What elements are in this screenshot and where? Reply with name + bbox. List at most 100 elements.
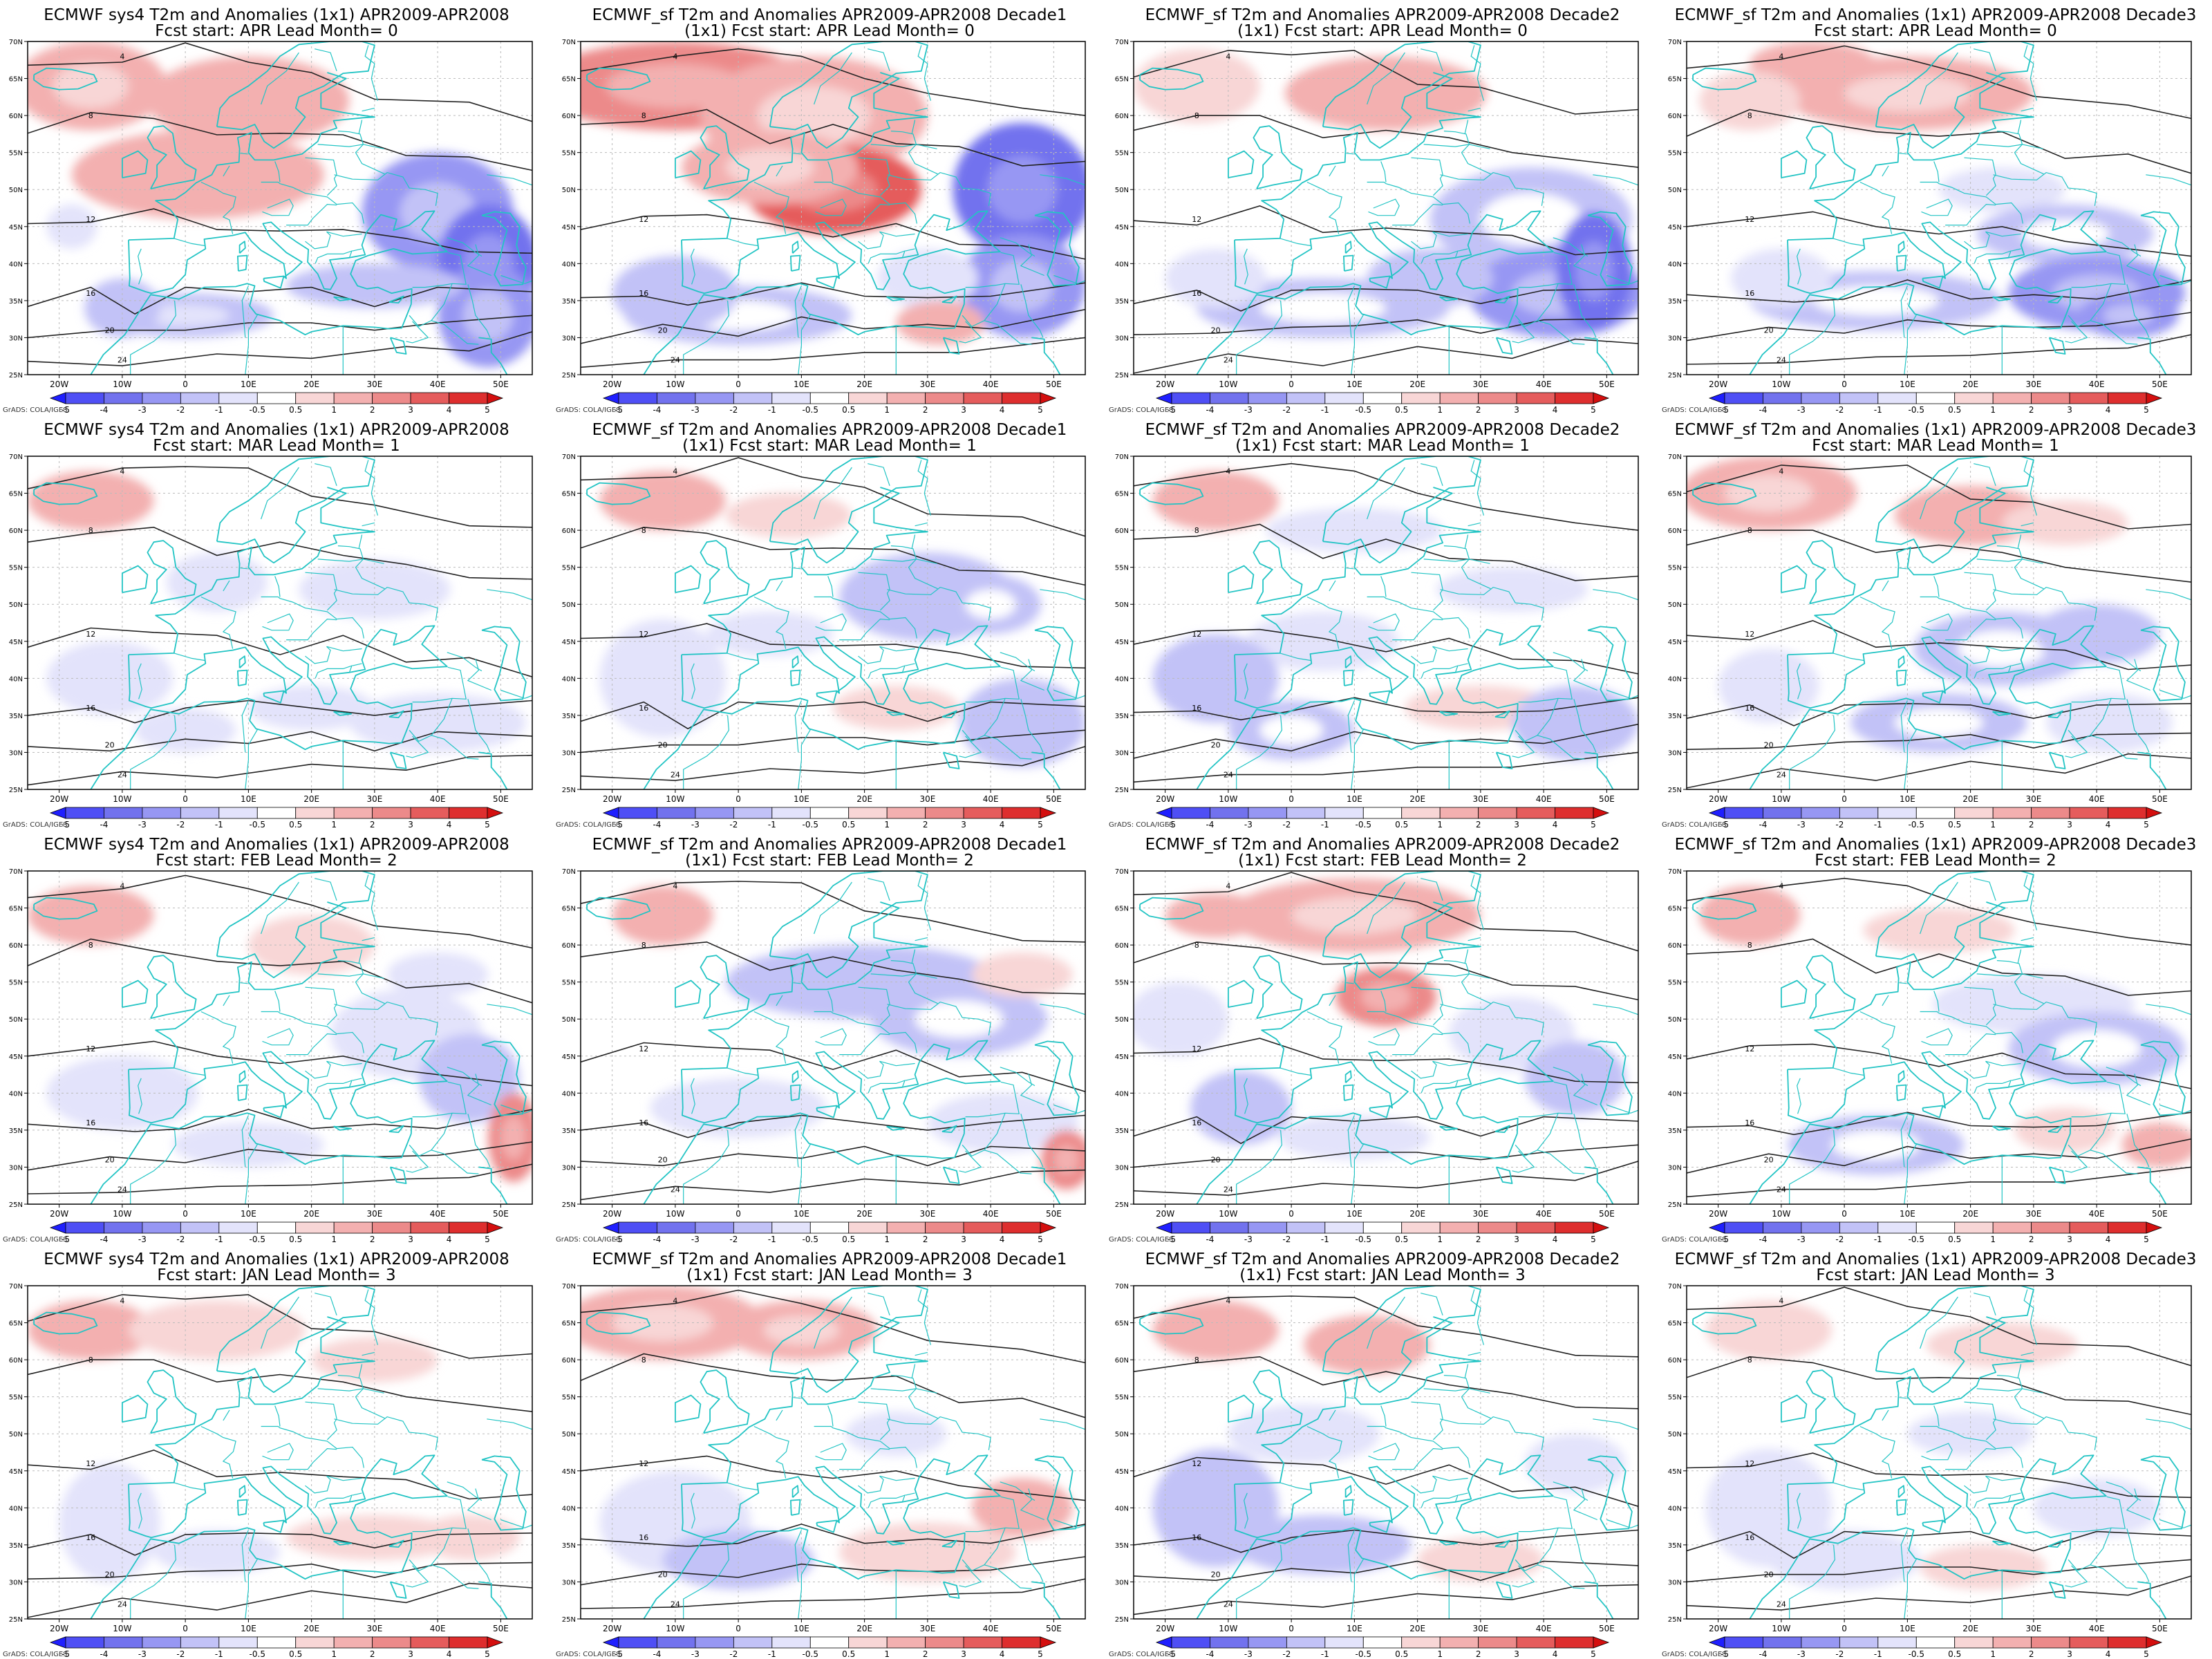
country-border <box>305 1401 337 1441</box>
country-border <box>984 735 1032 760</box>
climatology-contour <box>28 1040 532 1087</box>
coastline <box>1196 1454 1554 1619</box>
latitude-tick-label: 30N <box>1668 749 1682 757</box>
country-border <box>274 1405 281 1427</box>
longitude-tick-label: 10W <box>1772 379 1790 389</box>
country-border <box>241 1115 249 1168</box>
latitude-tick-label: 70N <box>9 1283 23 1291</box>
latitude-tick-label: 70N <box>1668 1283 1682 1291</box>
country-border <box>1020 1114 1044 1168</box>
colorbar-tick-label: 2 <box>2029 1649 2034 1659</box>
climatology-contour <box>581 1289 1085 1364</box>
warm-anomaly-area <box>971 952 1073 997</box>
contour-label: 12 <box>1192 630 1201 639</box>
coastline <box>643 1040 1001 1204</box>
latitude-tick-label: 40N <box>1115 261 1129 268</box>
coastline <box>388 1125 404 1134</box>
country-border <box>1964 1475 2021 1494</box>
country-border <box>1945 203 1996 226</box>
cold-anomaly-area <box>1152 634 1279 723</box>
climatology-contour <box>28 1449 532 1500</box>
country-border <box>1468 937 1481 941</box>
country-border <box>305 1060 362 1079</box>
longitude-tick-label: 0 <box>182 1624 188 1633</box>
country-border <box>2017 120 2022 135</box>
latitude-tick-label: 30N <box>9 749 23 757</box>
coastline <box>1587 626 1633 702</box>
longitude-tick-label: 0 <box>735 1624 741 1633</box>
cold-anomaly-area <box>1718 648 1819 723</box>
coastline <box>1439 711 1459 716</box>
country-border <box>911 120 916 135</box>
colorbar-tick-label: 2 <box>1476 1235 1481 1244</box>
country-border <box>1000 652 1035 672</box>
country-border <box>286 203 337 226</box>
longitude-tick-label: 10E <box>1900 379 1915 389</box>
map-panel: ECMWF_sf T2m and Anomalies APR2009-APR20… <box>553 415 1106 830</box>
coastline <box>90 1454 448 1619</box>
contour-label: 12 <box>1745 215 1754 224</box>
country-border <box>1367 467 1405 520</box>
warm-anomaly-area <box>2121 1123 2191 1168</box>
contour-label: 20 <box>658 741 668 750</box>
colorbar-tick-label: -2 <box>1282 820 1291 830</box>
coastline <box>789 254 801 272</box>
colorbar-tick-label: 3 <box>408 820 413 830</box>
country-border <box>262 1443 294 1461</box>
grads-credit: GrADS: COLA/IGES <box>556 406 621 414</box>
colorbar-tick-label: 5 <box>2144 1649 2149 1659</box>
panel-title: ECMWF_sf T2m and Anomalies APR2009-APR20… <box>592 421 1067 439</box>
colorbar-tick-label: 4 <box>447 1649 452 1659</box>
country-border <box>364 45 378 101</box>
latitude-tick-label: 65N <box>9 491 23 498</box>
country-border <box>839 203 890 226</box>
country-border <box>1797 248 1801 285</box>
colorbar-tick-label: 0.5 <box>1395 405 1408 415</box>
warm-anomaly-area <box>833 686 959 731</box>
colorbar-tick-label: -4 <box>1206 405 1214 415</box>
panel-title: ECMWF sys4 T2m and Anomalies (1x1) APR20… <box>44 1250 509 1268</box>
country-border <box>2126 1528 2150 1582</box>
longitude-tick-label: 10W <box>1219 794 1237 804</box>
country-border <box>1367 52 1405 105</box>
longitude-tick-label: 50E <box>1046 1209 1062 1219</box>
longitude-tick-label: 20W <box>603 1209 621 1219</box>
coastline <box>216 456 375 564</box>
cold-anomaly-area <box>599 619 726 738</box>
latitude-tick-label: 60N <box>1668 527 1682 535</box>
colorbar-tick-label: 0.5 <box>842 405 855 415</box>
country-border <box>1553 237 1588 257</box>
latitude-tick-label: 55N <box>562 980 576 987</box>
latitude-tick-label: 55N <box>1115 1394 1129 1402</box>
country-border <box>1789 300 1836 375</box>
climatology-contour <box>28 1532 532 1556</box>
contour-label: 8 <box>641 941 646 950</box>
climatology-contour <box>581 1353 1085 1418</box>
climatology-contour <box>1687 45 2191 120</box>
colorbar-tick-label: 2 <box>370 405 375 415</box>
colorbar-tick-label: -1 <box>1321 1649 1329 1659</box>
latitude-tick-label: 60N <box>562 527 576 535</box>
contour-label: 8 <box>1194 1356 1199 1365</box>
contour-label: 16 <box>1192 289 1201 298</box>
country-border <box>352 1492 362 1496</box>
coastline <box>942 337 960 355</box>
country-border <box>2159 1104 2191 1114</box>
panel-title: ECMWF_sf T2m and Anomalies (1x1) APR2009… <box>1674 836 2197 854</box>
country-border <box>334 586 438 621</box>
cold-anomaly-area <box>153 1530 280 1575</box>
country-border <box>1411 1475 1468 1494</box>
country-border <box>911 1364 916 1379</box>
latitude-tick-label: 40N <box>562 261 576 268</box>
colorbar-tick-label: -3 <box>691 820 700 830</box>
longitude-tick-label: 20W <box>1156 794 1174 804</box>
coastline <box>1787 72 2034 241</box>
country-border <box>870 960 917 977</box>
latitude-tick-label: 30N <box>9 1164 23 1172</box>
colorbar-tick-label: 2 <box>2029 405 2034 415</box>
country-border <box>1920 881 1958 935</box>
climatology-contour <box>28 111 532 171</box>
country-border <box>1280 1482 1312 1491</box>
climatology-contour <box>1134 1116 1638 1145</box>
